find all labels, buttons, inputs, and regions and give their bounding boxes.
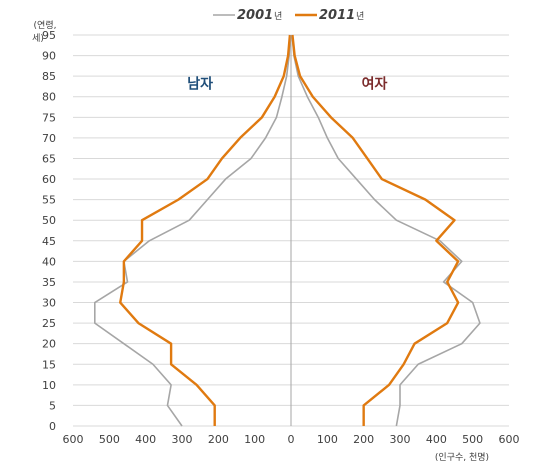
series-line-2001-male xyxy=(94,34,292,427)
x-tick-label: 0 xyxy=(288,433,295,446)
series-line-2011-male xyxy=(119,34,292,426)
y-tick-label: 75 xyxy=(42,111,56,124)
y-tick-label: 30 xyxy=(42,297,56,310)
x-tick-label: 600 xyxy=(499,433,520,446)
legend-label-suffix: 년 xyxy=(356,11,364,22)
side-label: 여자 xyxy=(362,76,388,93)
y-tick-label: 10 xyxy=(42,379,56,392)
side-label: 남자 xyxy=(187,76,213,93)
x-tick-label: 200 xyxy=(208,433,229,446)
legend-label: 2011 xyxy=(319,8,355,23)
y-tick-label: 0 xyxy=(49,420,56,433)
x-axis-label: (인구수, 천명) xyxy=(435,452,489,463)
x-tick-label: 300 xyxy=(172,433,193,446)
legend-label: 2001 xyxy=(237,8,273,23)
x-tick-label: 100 xyxy=(317,433,338,446)
axes: 0 5 10 15 20 25 30 35 40 45 50 55 60 65 70 75 80 85 90 95 60… xyxy=(42,29,520,446)
x-tick-label: 300 xyxy=(390,433,411,446)
legend-label-suffix: 년 xyxy=(274,11,282,22)
y-tick-label: 90 xyxy=(42,50,56,63)
y-tick-label: 5 xyxy=(49,399,56,412)
y-tick-label: 50 xyxy=(42,214,56,227)
y-axis-label-line1: (연령, xyxy=(34,19,57,31)
x-tick-label: 500 xyxy=(462,433,483,446)
y-tick-label: 45 xyxy=(42,235,56,248)
y-tick-label: 65 xyxy=(42,152,56,165)
y-tick-label: 55 xyxy=(42,194,56,207)
y-tick-label: 35 xyxy=(42,276,56,289)
series-line-2011-female xyxy=(291,34,460,426)
y-tick-label: 95 xyxy=(42,29,56,42)
x-tick-label: 600 xyxy=(63,433,84,446)
y-tick-label: 85 xyxy=(42,70,56,83)
y-tick-label: 25 xyxy=(42,317,56,330)
x-tick-label: 500 xyxy=(99,433,120,446)
y-tick-label: 15 xyxy=(42,358,56,371)
x-tick-label: 400 xyxy=(426,433,447,446)
x-tick-label: 400 xyxy=(135,433,156,446)
y-tick-label: 20 xyxy=(42,338,56,351)
y-tick-label: 80 xyxy=(42,91,56,104)
x-tick-label: 100 xyxy=(244,433,265,446)
y-tick-label: 70 xyxy=(42,132,56,145)
y-axis-label-line2: 세) xyxy=(32,33,44,44)
series-lines xyxy=(94,34,481,427)
y-tick-label: 40 xyxy=(42,255,56,268)
x-tick-label: 200 xyxy=(353,433,374,446)
series-line-2001-female xyxy=(291,34,481,427)
y-tick-label: 60 xyxy=(42,173,56,186)
